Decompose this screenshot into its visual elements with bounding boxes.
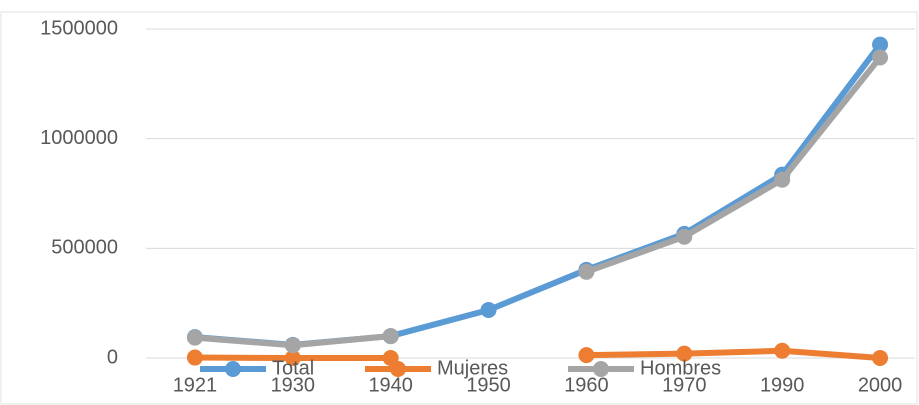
point (872, 350, 889, 366)
point (284, 337, 301, 354)
x-tick-label: 1990 (760, 374, 805, 396)
point (774, 171, 791, 188)
legend-label: Mujeres (437, 357, 508, 379)
legend-marker (225, 361, 241, 377)
x-tick-label: 1950 (466, 374, 511, 396)
x-tick-label: 1930 (271, 374, 316, 396)
x-tick-label: 2000 (858, 374, 903, 396)
y-tick-label: 0 (107, 346, 118, 368)
point (382, 328, 399, 345)
legend-label: Hombres (640, 357, 721, 379)
x-tick-label: 1921 (173, 374, 218, 396)
legend-label: Total (272, 357, 314, 379)
x-tick-label: 1940 (368, 374, 413, 396)
point (676, 228, 693, 245)
chart-border (0, 11, 918, 405)
point (774, 342, 791, 359)
legend-marker (390, 361, 406, 377)
point (284, 350, 301, 366)
point (480, 301, 497, 318)
legend-marker (593, 361, 609, 377)
x-tick-label: 1960 (564, 374, 609, 396)
point (578, 347, 595, 364)
point (186, 329, 203, 346)
point (676, 345, 693, 362)
point (872, 49, 889, 66)
y-tick-label: 1000000 (40, 127, 118, 149)
y-tick-label: 500000 (51, 237, 118, 259)
y-tick-label: 1500000 (40, 17, 118, 39)
x-tick-label: 1970 (662, 374, 707, 396)
point (872, 36, 889, 53)
point (578, 263, 595, 280)
point (186, 349, 203, 366)
